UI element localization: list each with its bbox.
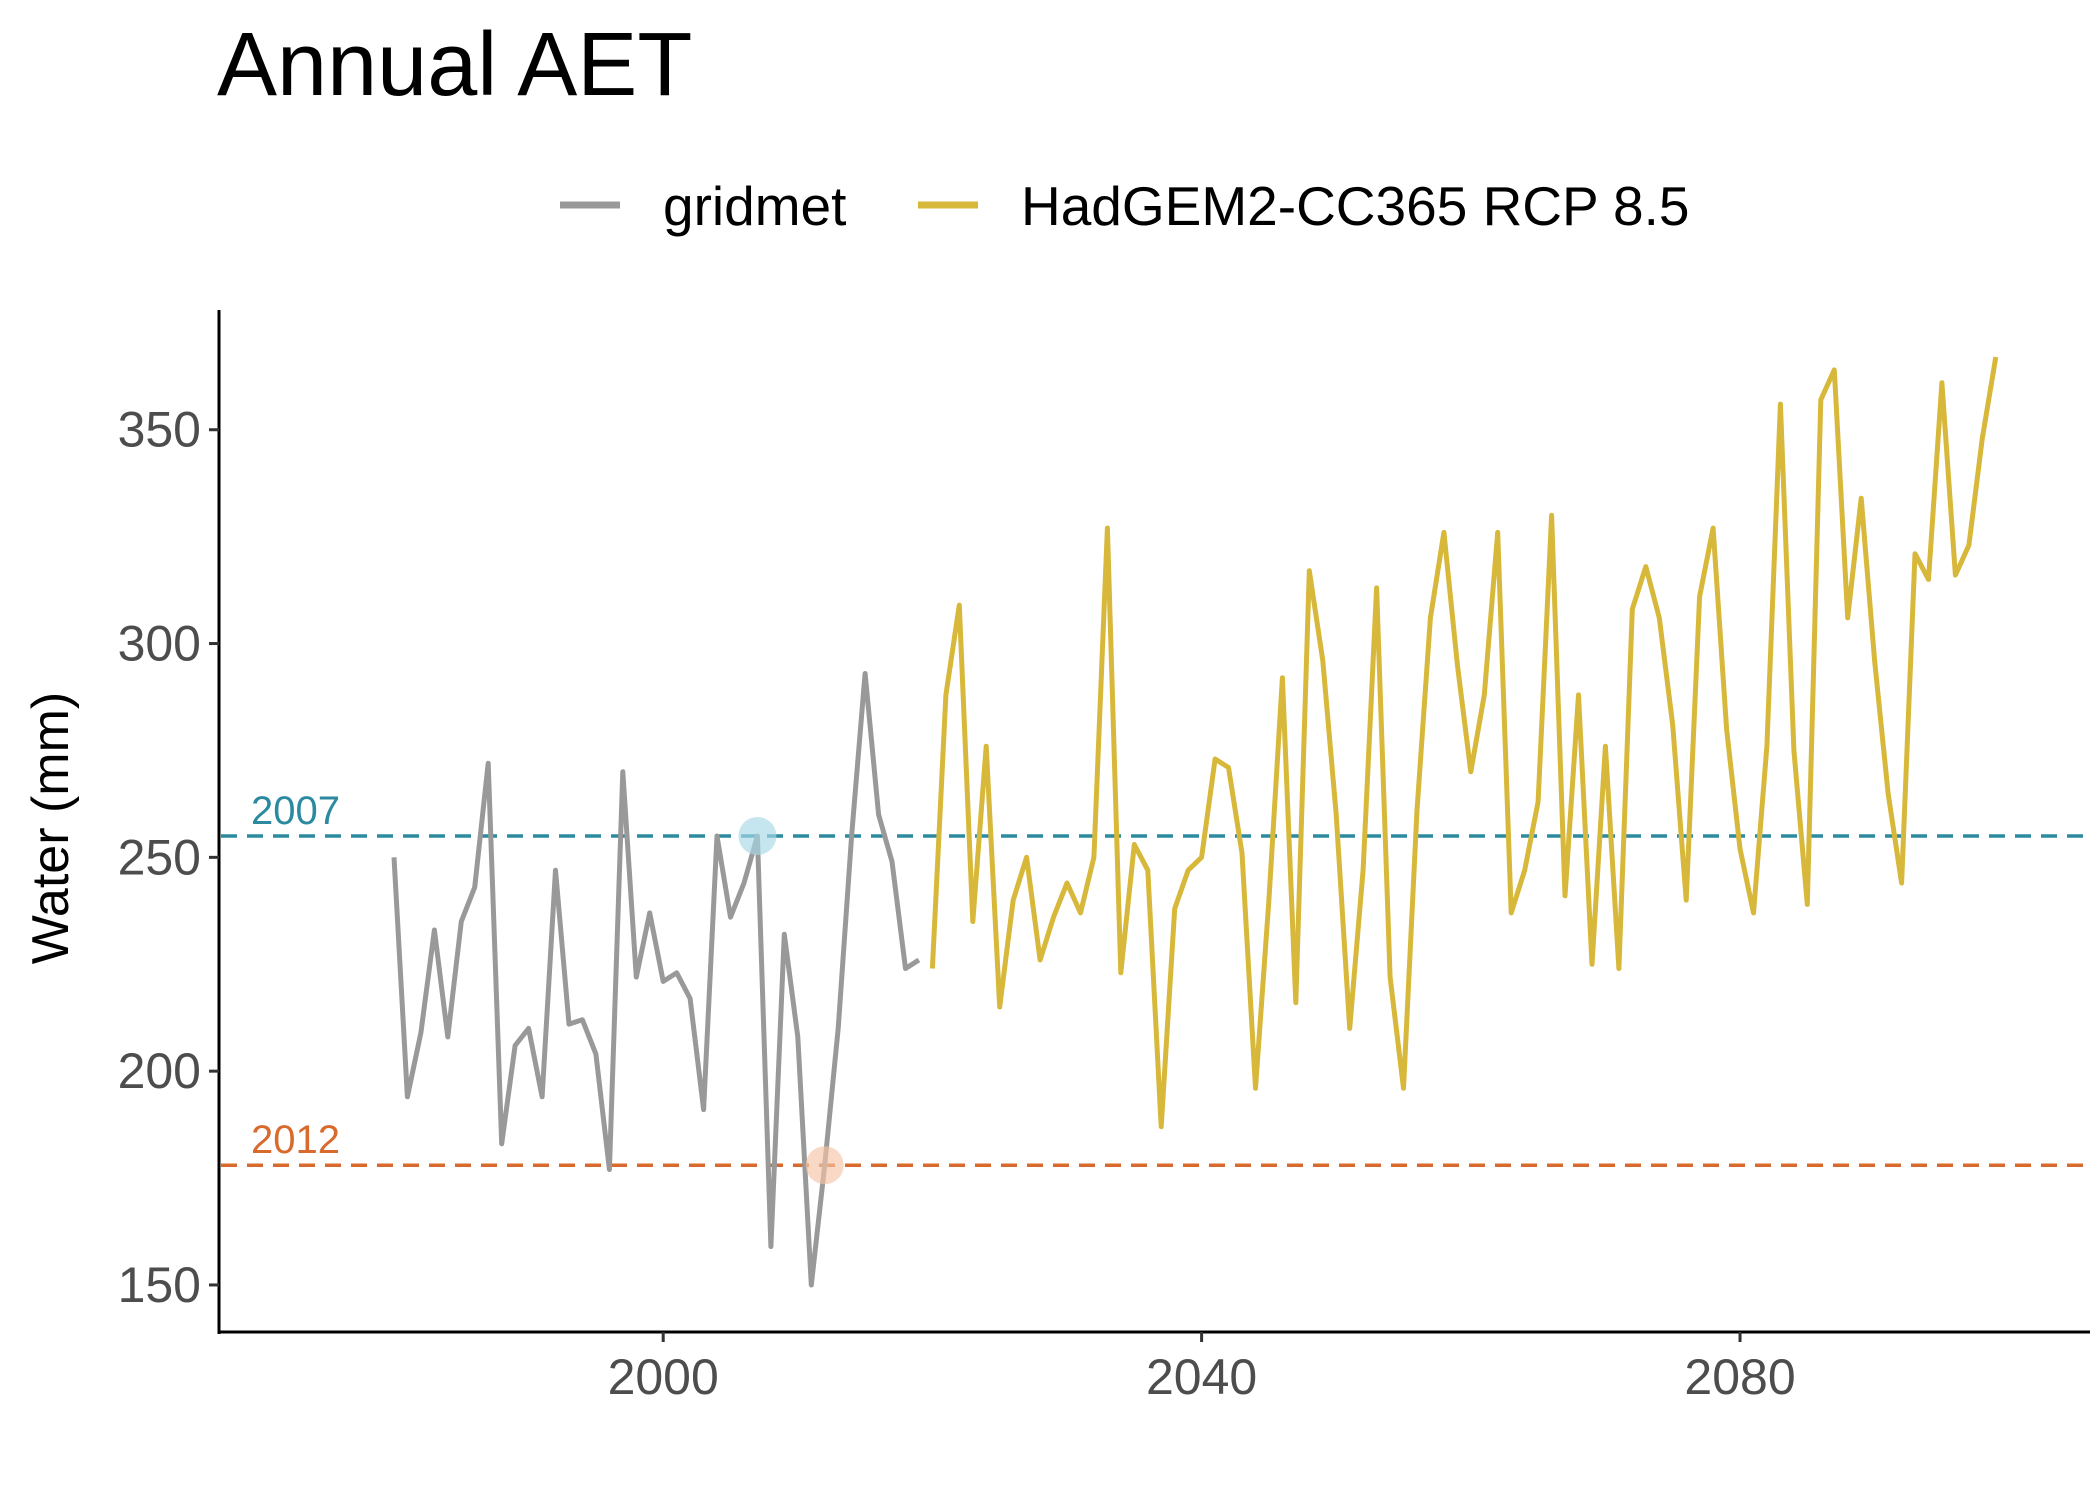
legend-label-hadgem2: HadGEM2-CC365 RCP 8.5 bbox=[1021, 175, 1689, 237]
series-line-1 bbox=[929, 356, 1999, 1130]
chart-title: Annual AET bbox=[217, 15, 692, 115]
y-tick-label-150: 150 bbox=[118, 1257, 201, 1313]
y-tick-label-300: 300 bbox=[118, 616, 201, 672]
x-tick-label-2040: 2040 bbox=[1146, 1349, 1257, 1405]
x-tick-label-2080: 2080 bbox=[1684, 1349, 1795, 1405]
y-axis-title: Water (mm) bbox=[22, 692, 80, 964]
series-line-0 bbox=[391, 671, 921, 1288]
reference-point-2007 bbox=[738, 816, 777, 855]
legend: gridmet HadGEM2-CC365 RCP 8.5 bbox=[560, 175, 1689, 237]
x-tick-label-2000: 2000 bbox=[608, 1349, 719, 1405]
reference-label-2012: 2012 bbox=[251, 1118, 340, 1162]
reference-label-2007: 2007 bbox=[251, 789, 340, 833]
axes: 150 200 250 300 350 2000 2040 2080 bbox=[118, 310, 2090, 1405]
y-tick-label-250: 250 bbox=[118, 829, 201, 885]
y-tick-label-350: 350 bbox=[118, 402, 201, 458]
legend-label-gridmet: gridmet bbox=[663, 175, 846, 237]
y-tick-label-200: 200 bbox=[118, 1043, 201, 1099]
reference-point-2012 bbox=[805, 1146, 844, 1185]
plot-area: 2007 2012 bbox=[221, 356, 2090, 1288]
